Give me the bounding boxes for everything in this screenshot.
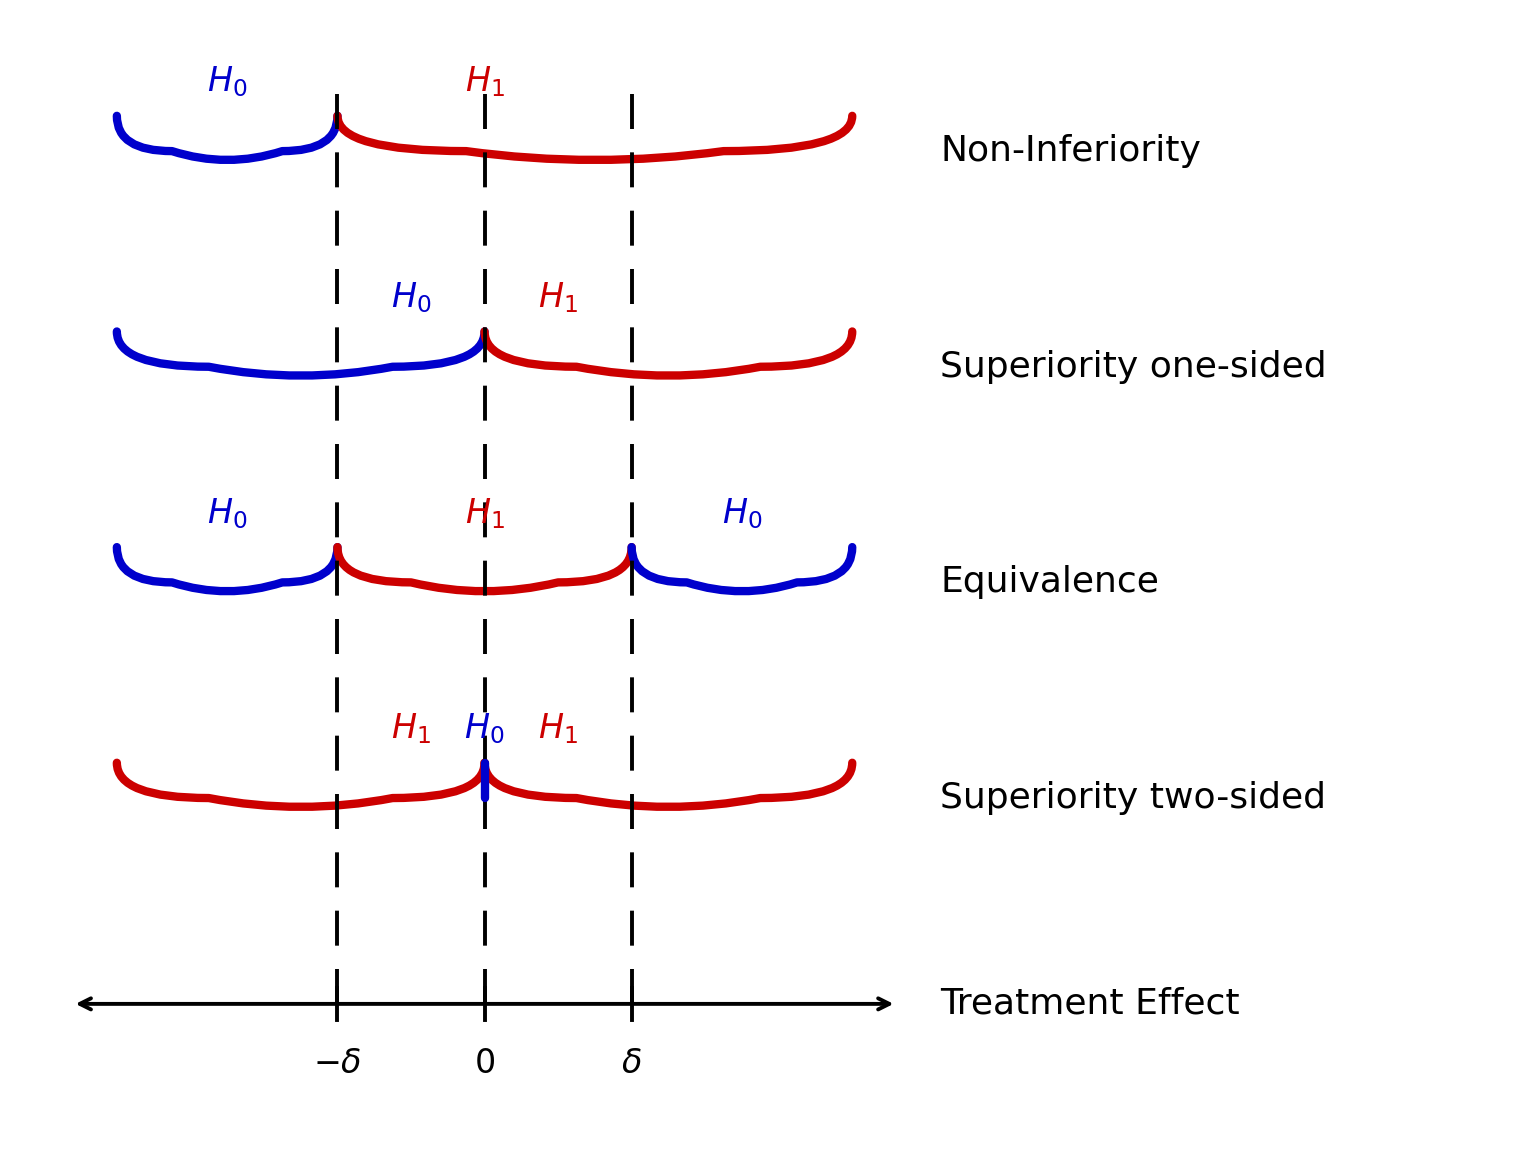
Text: Treatment Effect: Treatment Effect xyxy=(941,986,1241,1021)
Text: Superiority two-sided: Superiority two-sided xyxy=(941,781,1326,815)
Text: Superiority one-sided: Superiority one-sided xyxy=(941,350,1328,383)
Text: $\delta$: $\delta$ xyxy=(622,1048,642,1080)
Text: $H_1$: $H_1$ xyxy=(465,495,504,530)
Text: Non-Inferiority: Non-Inferiority xyxy=(941,134,1201,169)
Text: Equivalence: Equivalence xyxy=(941,566,1160,599)
Text: $H_0$: $H_0$ xyxy=(721,495,762,530)
Text: $H_0$: $H_0$ xyxy=(206,495,248,530)
Text: $H_1$: $H_1$ xyxy=(538,281,578,315)
Text: $H_0$: $H_0$ xyxy=(206,65,248,99)
Text: $H_1$: $H_1$ xyxy=(538,711,578,746)
Text: $H_1$: $H_1$ xyxy=(391,711,431,746)
Text: $H_1$: $H_1$ xyxy=(465,65,504,99)
Text: $-\delta$: $-\delta$ xyxy=(313,1048,362,1080)
Text: $0$: $0$ xyxy=(474,1048,495,1080)
Text: $H_0$: $H_0$ xyxy=(465,711,504,746)
Text: $H_0$: $H_0$ xyxy=(391,281,431,315)
